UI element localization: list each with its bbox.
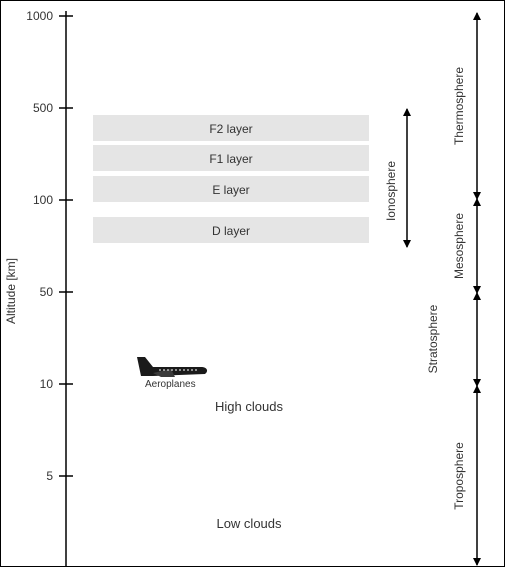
- axis-title: Altitude [km]: [4, 258, 18, 324]
- e-layer-band: [93, 176, 369, 202]
- tick-label-50: 50: [40, 285, 54, 299]
- tick-label-1000: 1000: [26, 9, 53, 23]
- high-clouds-label: High clouds: [215, 399, 283, 414]
- troposphere-label: Troposphere: [452, 442, 466, 510]
- mesosphere-label: Mesosphere: [452, 213, 466, 279]
- tick-label-10: 10: [40, 377, 54, 391]
- low-clouds-label: Low clouds: [216, 516, 282, 531]
- f1-layer-band: [93, 145, 369, 171]
- stratosphere-label: Stratosphere: [426, 304, 440, 373]
- e-layer-label: E layer: [212, 183, 249, 197]
- d-layer-label: D layer: [212, 224, 250, 238]
- f2-layer-band: [93, 115, 369, 141]
- f1-layer-label: F1 layer: [209, 152, 252, 166]
- tick-label-100: 100: [33, 193, 53, 207]
- tick-label-500: 500: [33, 101, 53, 115]
- f2-layer-label: F2 layer: [209, 122, 252, 136]
- thermosphere-label: Thermosphere: [452, 67, 466, 145]
- ionosphere-label: Ionosphere: [384, 161, 398, 221]
- d-layer-band: [93, 217, 369, 243]
- tick-label-5: 5: [46, 469, 53, 483]
- aeroplanes-label: Aeroplanes: [145, 379, 196, 390]
- aeroplane-icon: [137, 357, 208, 377]
